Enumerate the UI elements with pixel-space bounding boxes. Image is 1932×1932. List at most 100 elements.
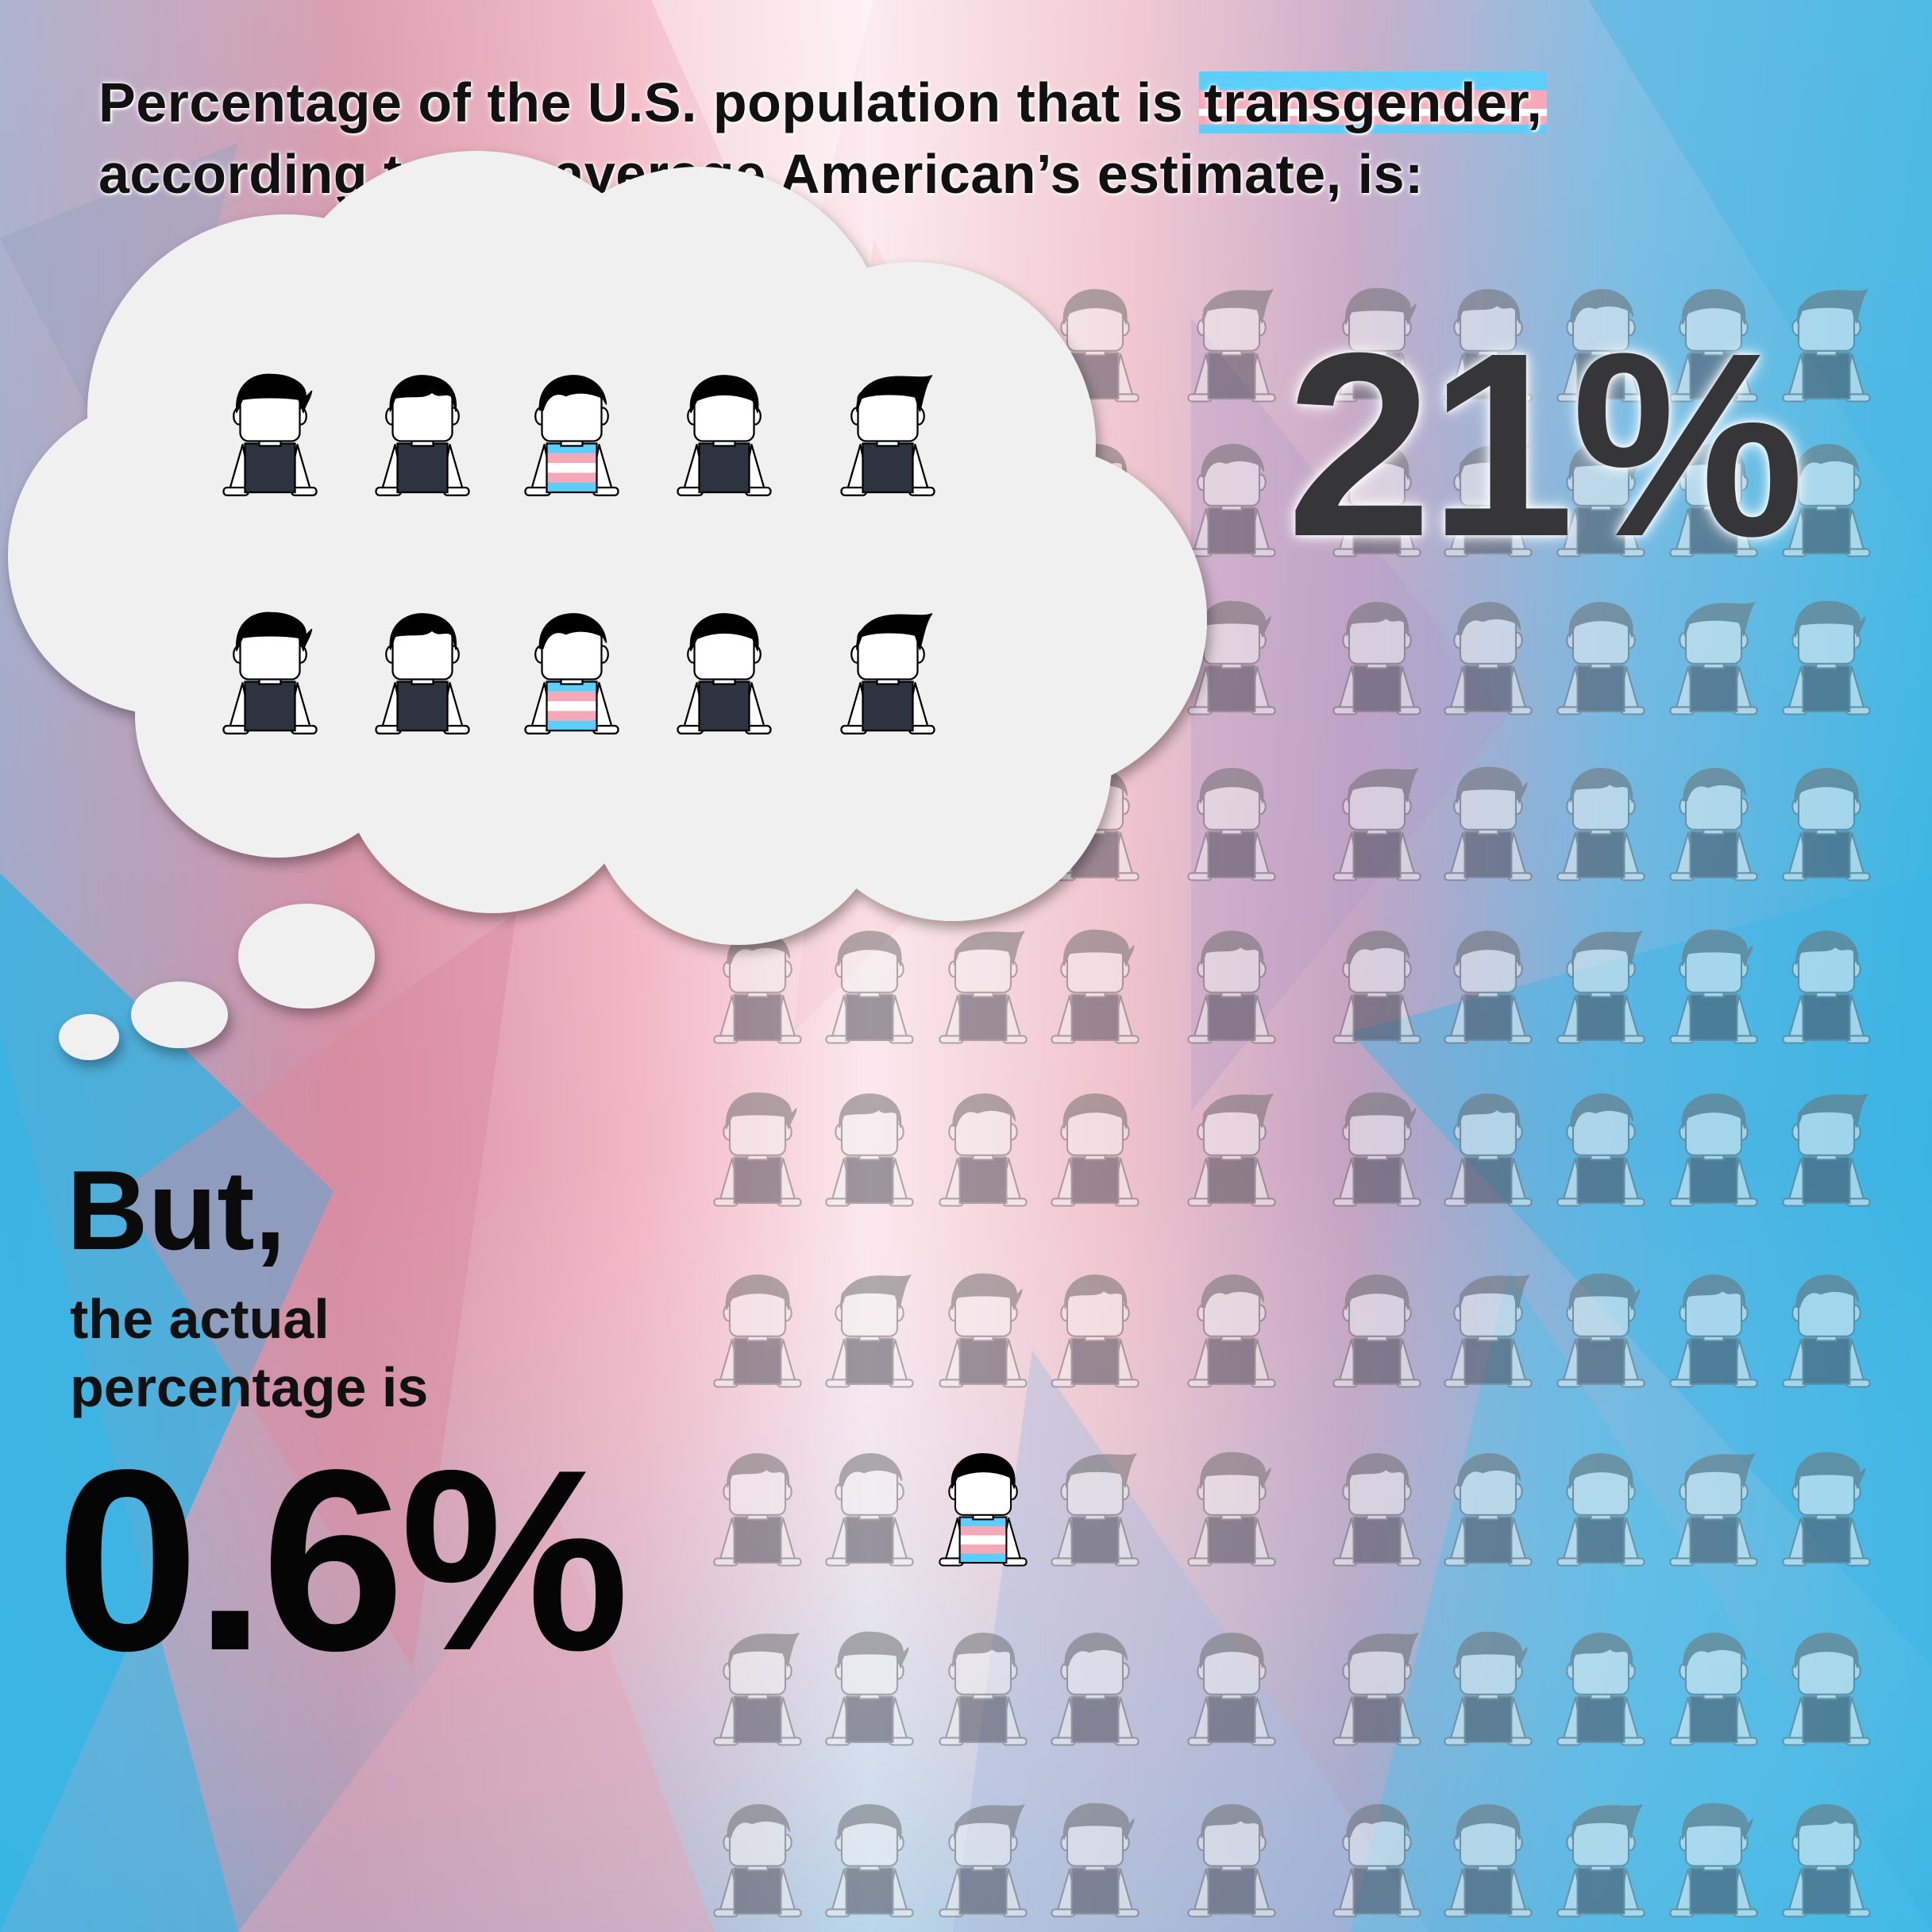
person-icon xyxy=(1187,931,1276,1044)
person-icon xyxy=(1669,929,1758,1044)
person-icon xyxy=(1556,1453,1645,1567)
person-icon xyxy=(1444,444,1533,557)
person-icon xyxy=(1051,929,1140,1044)
person-icon xyxy=(1051,1633,1140,1746)
person-icon xyxy=(825,1804,914,1918)
person-icon xyxy=(222,373,318,496)
person-icon xyxy=(1669,444,1758,557)
contrast-lead: But, xyxy=(67,1147,287,1274)
person-icon xyxy=(1332,287,1421,403)
person-icon xyxy=(713,931,802,1044)
actual-label-line-2: percentage is xyxy=(70,1356,429,1418)
headline-lead: Percentage of the U.S. population that i… xyxy=(98,71,1200,133)
person-icon xyxy=(1782,1804,1871,1918)
person-icon xyxy=(1444,1631,1533,1746)
person-icon xyxy=(1187,444,1276,557)
person-icon xyxy=(1669,289,1758,403)
person-icon xyxy=(1332,1633,1421,1746)
person-icon xyxy=(1556,289,1645,403)
person-icon xyxy=(825,1453,914,1567)
person-icon xyxy=(1332,768,1421,881)
person-icon xyxy=(1187,1804,1276,1918)
person-icon xyxy=(524,613,619,735)
person-icon xyxy=(713,1633,802,1746)
person-icon xyxy=(1444,289,1533,403)
actual-label-line-1: the actual xyxy=(70,1288,330,1350)
person-icon xyxy=(1669,1453,1758,1567)
person-icon xyxy=(840,613,935,735)
person-icon xyxy=(1556,1804,1645,1918)
person-icon xyxy=(713,1804,802,1918)
person-icon xyxy=(825,1275,914,1388)
actual-percentage: 0.6% xyxy=(56,1416,630,1704)
person-icon xyxy=(1444,766,1533,881)
person-icon xyxy=(1556,602,1645,715)
person-icon xyxy=(939,1804,1028,1918)
person-icon xyxy=(1556,1633,1645,1746)
person-icon xyxy=(1782,289,1871,403)
person-icon xyxy=(1444,1453,1533,1567)
person-icon xyxy=(1187,768,1276,881)
person-icon xyxy=(1332,444,1421,557)
headline-highlight-transgender: transgender, xyxy=(1199,71,1548,133)
person-icon xyxy=(939,1453,1028,1567)
person-icon xyxy=(1669,1093,1758,1207)
person-icon xyxy=(1187,1633,1276,1746)
person-icon xyxy=(1782,600,1871,715)
person-icon xyxy=(1332,931,1421,1044)
person-icon xyxy=(939,931,1028,1044)
person-icon xyxy=(1444,1093,1533,1207)
person-icon xyxy=(1187,1275,1276,1388)
person-icon xyxy=(1444,1275,1533,1388)
person-icon xyxy=(1782,444,1871,557)
person-icon xyxy=(713,1092,802,1207)
person-icon xyxy=(524,375,619,496)
person-icon xyxy=(222,611,318,735)
person-icon xyxy=(1782,1633,1871,1746)
person-icon xyxy=(1556,931,1645,1044)
person-icon xyxy=(1332,1092,1421,1207)
person-icon xyxy=(1669,1803,1758,1918)
person-icon xyxy=(1332,602,1421,715)
person-icon xyxy=(1782,1093,1871,1207)
person-icon xyxy=(1051,1275,1140,1388)
person-icon xyxy=(1782,1452,1871,1567)
person-icon xyxy=(1556,768,1645,881)
person-icon xyxy=(1556,442,1645,557)
person-icon xyxy=(1332,1804,1421,1918)
person-icon xyxy=(840,375,935,496)
person-icon xyxy=(1782,931,1871,1044)
person-icon xyxy=(375,613,470,735)
person-icon xyxy=(1556,1093,1645,1207)
person-icon xyxy=(1669,768,1758,881)
person-icon xyxy=(713,1275,802,1388)
person-icon xyxy=(1444,1804,1533,1918)
person-icon xyxy=(1669,602,1758,715)
person-icon xyxy=(1444,931,1533,1044)
actual-percentage-label: the actual percentage is xyxy=(70,1285,428,1421)
person-icon xyxy=(939,1273,1028,1388)
person-icon xyxy=(375,375,470,496)
person-icon xyxy=(1051,289,1140,403)
person-icon xyxy=(939,1093,1028,1207)
person-icon xyxy=(677,613,772,735)
person-icon xyxy=(677,375,772,496)
person-icon xyxy=(1187,1093,1276,1207)
person-icon xyxy=(1051,1453,1140,1567)
person-icon xyxy=(1782,768,1871,881)
person-icon xyxy=(1444,602,1533,715)
person-icon xyxy=(1669,1275,1758,1388)
headline-line-1: Percentage of the U.S. population that i… xyxy=(98,67,1806,138)
estimate-sample-group xyxy=(222,373,935,735)
person-icon xyxy=(1051,1803,1140,1918)
person-icon xyxy=(939,1633,1028,1746)
estimate-percentage: 21% xyxy=(1286,298,1804,591)
person-icon xyxy=(713,1453,802,1567)
person-icon xyxy=(1187,600,1276,715)
person-icon xyxy=(825,931,914,1044)
person-icon xyxy=(1556,1273,1645,1388)
person-icon xyxy=(1187,289,1276,403)
person-icon xyxy=(1051,1093,1140,1207)
